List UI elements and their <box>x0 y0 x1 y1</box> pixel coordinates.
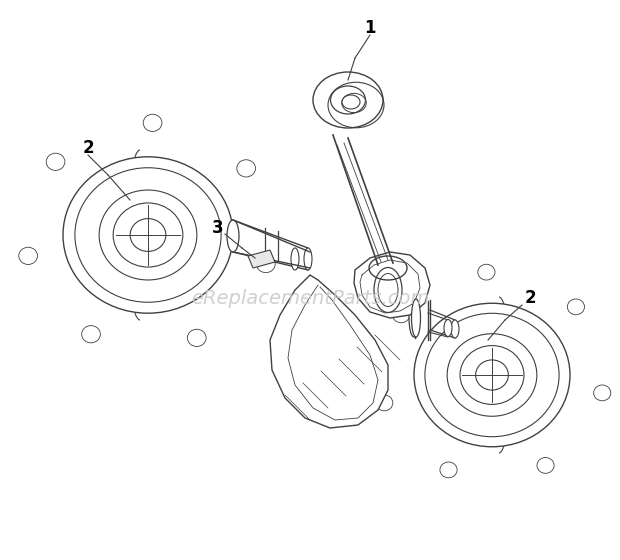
Text: eReplacementParts.com: eReplacementParts.com <box>191 288 429 307</box>
Polygon shape <box>354 252 430 318</box>
Ellipse shape <box>537 458 554 473</box>
Ellipse shape <box>82 325 100 343</box>
Ellipse shape <box>392 307 410 323</box>
Ellipse shape <box>444 320 452 337</box>
Ellipse shape <box>19 248 37 264</box>
Ellipse shape <box>313 72 383 128</box>
Ellipse shape <box>187 329 206 347</box>
Ellipse shape <box>304 248 312 270</box>
Ellipse shape <box>257 255 275 273</box>
Ellipse shape <box>440 462 457 478</box>
Ellipse shape <box>330 86 366 114</box>
Text: 2: 2 <box>524 289 536 307</box>
Ellipse shape <box>478 264 495 280</box>
Ellipse shape <box>63 157 233 313</box>
Ellipse shape <box>412 299 420 337</box>
Ellipse shape <box>374 268 402 312</box>
Ellipse shape <box>46 153 65 170</box>
Ellipse shape <box>409 299 419 337</box>
Text: 3: 3 <box>212 219 224 237</box>
Ellipse shape <box>414 304 570 447</box>
Ellipse shape <box>291 248 299 270</box>
Text: 1: 1 <box>365 19 376 37</box>
Ellipse shape <box>451 320 459 338</box>
Ellipse shape <box>342 95 360 109</box>
Polygon shape <box>270 275 388 428</box>
Ellipse shape <box>567 299 585 315</box>
Ellipse shape <box>237 160 255 177</box>
Ellipse shape <box>376 395 393 411</box>
Ellipse shape <box>143 114 162 132</box>
Ellipse shape <box>593 385 611 401</box>
Ellipse shape <box>378 273 398 306</box>
Ellipse shape <box>227 220 239 252</box>
Polygon shape <box>248 250 275 268</box>
Text: 2: 2 <box>82 139 94 157</box>
